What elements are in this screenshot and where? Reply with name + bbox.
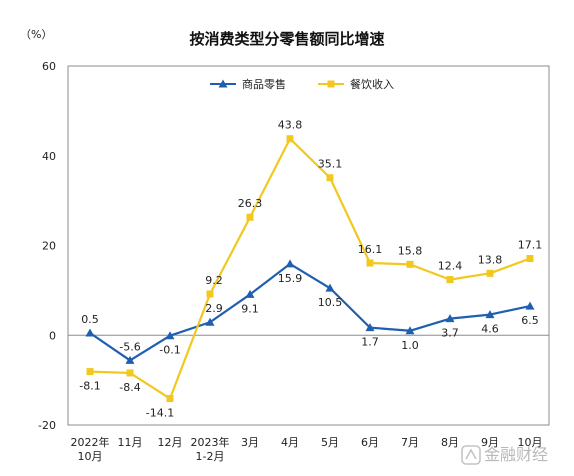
data-point bbox=[525, 301, 535, 310]
series-line-catering bbox=[89, 137, 531, 400]
plot-frame bbox=[67, 65, 550, 426]
data-label: -0.1 bbox=[159, 344, 180, 357]
data-point bbox=[245, 289, 255, 298]
y-tick-label: 0 bbox=[49, 329, 56, 342]
data-label: -8.1 bbox=[79, 380, 100, 393]
legend-label: 商品零售 bbox=[242, 77, 286, 91]
data-point bbox=[205, 317, 215, 326]
legend-marker bbox=[218, 79, 228, 88]
data-label: 4.6 bbox=[481, 323, 499, 336]
data-label: 9.1 bbox=[241, 302, 259, 315]
data-label: 1.7 bbox=[361, 336, 379, 349]
data-label: 12.4 bbox=[438, 260, 463, 273]
data-label: 3.7 bbox=[441, 327, 459, 340]
data-label: 15.9 bbox=[278, 272, 303, 285]
data-point bbox=[285, 259, 295, 268]
watermark-logo-icon bbox=[461, 445, 481, 465]
x-tick-label: 11月 bbox=[118, 436, 143, 449]
data-point bbox=[326, 174, 334, 182]
y-axis-unit: （%） bbox=[20, 28, 52, 41]
watermark-text: 金融财经 bbox=[484, 445, 548, 464]
chart-title: 按消费类型分零售额同比增速 bbox=[189, 30, 384, 48]
data-point bbox=[365, 323, 375, 332]
legend-item: 餐饮收入 bbox=[318, 77, 394, 91]
data-point bbox=[526, 255, 534, 263]
y-tick-label: 60 bbox=[42, 60, 56, 73]
data-label: 35.1 bbox=[318, 158, 343, 171]
data-point bbox=[85, 328, 95, 337]
data-point bbox=[165, 331, 175, 340]
data-point bbox=[406, 260, 414, 268]
y-tick-label: -20 bbox=[38, 419, 56, 432]
data-point bbox=[325, 283, 335, 292]
data-point bbox=[405, 326, 415, 335]
y-tick-label: 40 bbox=[42, 150, 56, 163]
x-tick-label: 10月 bbox=[518, 436, 543, 449]
data-point bbox=[206, 290, 214, 298]
data-point bbox=[86, 368, 94, 376]
x-tick-label: 2022年 10月 bbox=[71, 435, 110, 463]
x-tick-label: 2023年 1-2月 bbox=[191, 435, 230, 463]
x-tick-label: 5月 bbox=[321, 436, 339, 449]
data-point bbox=[125, 355, 135, 364]
data-point bbox=[446, 276, 454, 284]
data-point bbox=[445, 314, 455, 323]
data-label: 10.5 bbox=[318, 296, 343, 309]
data-point bbox=[366, 259, 374, 267]
x-tick-label: 12月 bbox=[158, 436, 183, 449]
legend-marker bbox=[327, 80, 335, 88]
data-label: 2.9 bbox=[205, 302, 223, 315]
data-label: 9.2 bbox=[205, 274, 223, 287]
data-label: 17.1 bbox=[518, 239, 543, 252]
x-tick-label: 7月 bbox=[401, 436, 419, 449]
data-point bbox=[286, 135, 294, 143]
x-tick-label: 8月 bbox=[441, 436, 459, 449]
data-label: -14.1 bbox=[146, 407, 174, 420]
legend-item: 商品零售 bbox=[210, 77, 286, 91]
x-tick-label: 9月 bbox=[481, 436, 499, 449]
data-label: 6.5 bbox=[521, 314, 539, 327]
data-label: 15.8 bbox=[398, 244, 423, 257]
x-tick-label: 6月 bbox=[361, 436, 379, 449]
x-tick-label: 3月 bbox=[241, 436, 259, 449]
data-label: 26.3 bbox=[238, 197, 263, 210]
data-point bbox=[126, 369, 134, 377]
data-label: 13.8 bbox=[478, 253, 503, 266]
data-label: -5.6 bbox=[119, 340, 140, 353]
data-label: 1.0 bbox=[401, 339, 419, 352]
data-label: 0.5 bbox=[81, 313, 99, 326]
legend-label: 餐饮收入 bbox=[350, 77, 394, 91]
data-label: 16.1 bbox=[358, 243, 383, 256]
data-label: 43.8 bbox=[278, 119, 303, 132]
data-point bbox=[246, 213, 254, 221]
data-point bbox=[486, 269, 494, 277]
data-point bbox=[166, 395, 174, 403]
series-line-goods-retail bbox=[89, 262, 531, 362]
data-point bbox=[485, 310, 495, 319]
x-tick-label: 4月 bbox=[281, 436, 299, 449]
y-tick-label: 20 bbox=[42, 240, 56, 253]
data-label: -8.4 bbox=[119, 381, 140, 394]
